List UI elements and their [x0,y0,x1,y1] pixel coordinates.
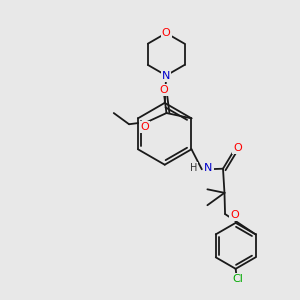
Text: O: O [160,85,169,95]
Text: O: O [141,122,149,132]
Text: Cl: Cl [232,274,243,284]
Text: O: O [230,210,239,220]
Text: O: O [162,28,171,38]
Text: O: O [233,143,242,153]
Text: H: H [190,163,197,173]
Text: N: N [204,163,212,173]
Text: N: N [162,70,170,80]
